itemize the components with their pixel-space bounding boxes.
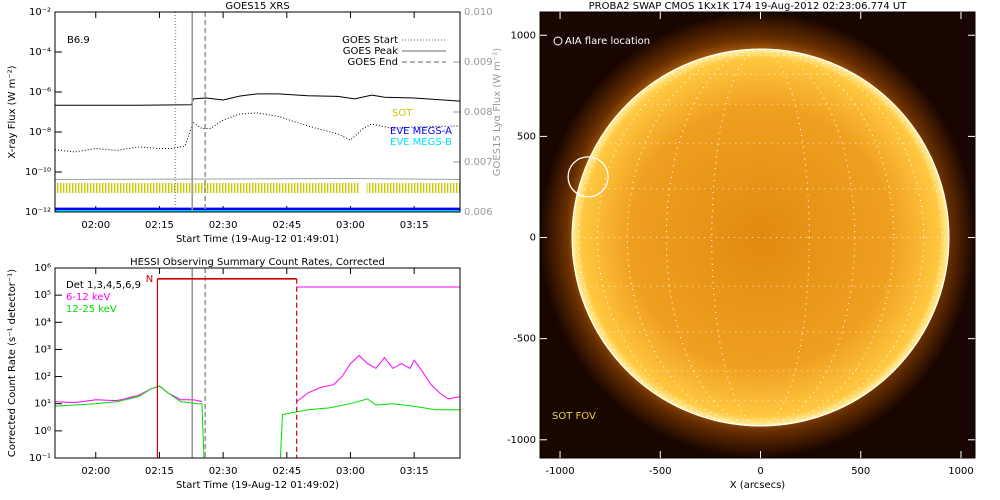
y-axis-label: X-ray Flux (W m⁻²) <box>7 65 18 158</box>
sot-label: SOT <box>392 108 413 119</box>
flare-marker <box>567 156 609 198</box>
x-tick-label: 02:45 <box>272 220 301 231</box>
x-tick-label: 02:00 <box>81 220 110 231</box>
legend-title: Det 1,3,4,5,6,9 <box>66 280 141 291</box>
y-tick-label: 0 <box>530 233 536 244</box>
x-tick-label: -1000 <box>546 466 575 477</box>
sun-disk <box>572 49 949 426</box>
series-line <box>55 385 460 458</box>
chart-title: PROBA2 SWAP CMOS 1Kx1K 174 19-Aug-2012 0… <box>589 1 908 12</box>
x-tick-label: 1000 <box>948 466 973 477</box>
x-tick-label: 02:00 <box>81 466 110 477</box>
y-tick-label: 10⁻⁴ <box>29 47 51 58</box>
longitude-line <box>577 48 944 427</box>
legend-label: EVE MEGS-B <box>390 137 452 148</box>
longitude-line <box>711 48 810 427</box>
x-tick-label: 0 <box>757 466 763 477</box>
flare-class: B6.9 <box>67 35 90 46</box>
sot-coverage <box>55 183 359 193</box>
x-tick-label: 500 <box>851 466 870 477</box>
x-axis-label: Start Time (19-Aug-12 01:49:02) <box>176 480 339 491</box>
plot-frame <box>539 11 976 459</box>
event-legend-label: GOES End <box>348 57 398 68</box>
y-tick-label: -500 <box>513 334 536 345</box>
x-axis-label: Start Time (19-Aug-12 01:49:01) <box>176 234 339 245</box>
y-tick-label: 10⁻¹² <box>25 207 51 218</box>
y2-tick-label: 0.007 <box>464 157 493 168</box>
y-tick-label: 10⁰ <box>34 426 51 437</box>
y2-tick-label: 0.009 <box>464 57 493 68</box>
fov-label: SOT FOV <box>552 411 596 422</box>
y-tick-label: 10⁻⁸ <box>29 127 51 138</box>
x-tick-label: 03:15 <box>400 466 429 477</box>
y-tick-label: 10⁻⁶ <box>29 87 51 98</box>
y2-axis-label: GOES15 Lyα Flux (W m⁻²) <box>492 48 503 176</box>
x-axis-label: X (arcsecs) <box>730 480 786 491</box>
y2-tick-label: 0.010 <box>464 7 493 18</box>
legend-label: EVE MEGS-A <box>390 126 452 137</box>
x-tick-label: 03:00 <box>336 466 365 477</box>
y-tick-label: 10⁵ <box>34 290 51 301</box>
y2-tick-label: 0.008 <box>464 107 493 118</box>
event-legend-label: GOES Start <box>342 35 398 46</box>
x-tick-label: 02:15 <box>145 466 174 477</box>
y-tick-label: 10⁴ <box>34 317 51 328</box>
event-legend-label: GOES Peak <box>343 46 398 57</box>
plot-frame <box>54 11 461 213</box>
sot-coverage <box>366 183 460 193</box>
y-tick-label: 10⁻¹⁰ <box>25 167 51 178</box>
y-tick-label: 500 <box>517 131 536 142</box>
x-tick-label: 02:45 <box>272 466 301 477</box>
sun-image <box>540 12 975 458</box>
series-line <box>55 177 460 180</box>
x-tick-label: 03:00 <box>336 220 365 231</box>
longitude-line <box>626 48 895 427</box>
y-tick-label: 10² <box>34 372 51 383</box>
x-tick-label: 02:30 <box>209 220 238 231</box>
plot-frame <box>54 267 461 459</box>
y-tick-label: 10⁶ <box>34 263 51 274</box>
x-tick-label: 02:15 <box>145 220 174 231</box>
y-axis-label: Corrected Count Rate (s⁻¹ detector⁻¹) <box>7 269 18 457</box>
limb <box>571 48 950 427</box>
y-tick-label: -1000 <box>507 435 536 446</box>
y-tick-label: 10¹ <box>34 399 51 410</box>
chart-title: GOES15 XRS <box>225 1 289 12</box>
chart-title: HESSI Observing Summary Count Rates, Cor… <box>130 257 385 268</box>
y2-tick-label: 0.006 <box>464 207 493 218</box>
attenuator-label: N <box>146 274 153 285</box>
x-tick-label: 03:15 <box>400 220 429 231</box>
x-tick-label: 02:30 <box>209 466 238 477</box>
legend-label: 6-12 keV <box>66 292 110 303</box>
y-tick-label: 10⁻¹ <box>29 453 51 464</box>
y-tick-label: 1000 <box>511 30 536 41</box>
y-tick-label: 10⁻² <box>29 7 51 18</box>
legend-label: 12-25 keV <box>66 304 117 315</box>
legend-marker <box>553 36 563 46</box>
x-tick-label: -500 <box>649 466 672 477</box>
y-tick-label: 10³ <box>34 344 51 355</box>
legend-label: AIA flare location <box>565 36 650 47</box>
